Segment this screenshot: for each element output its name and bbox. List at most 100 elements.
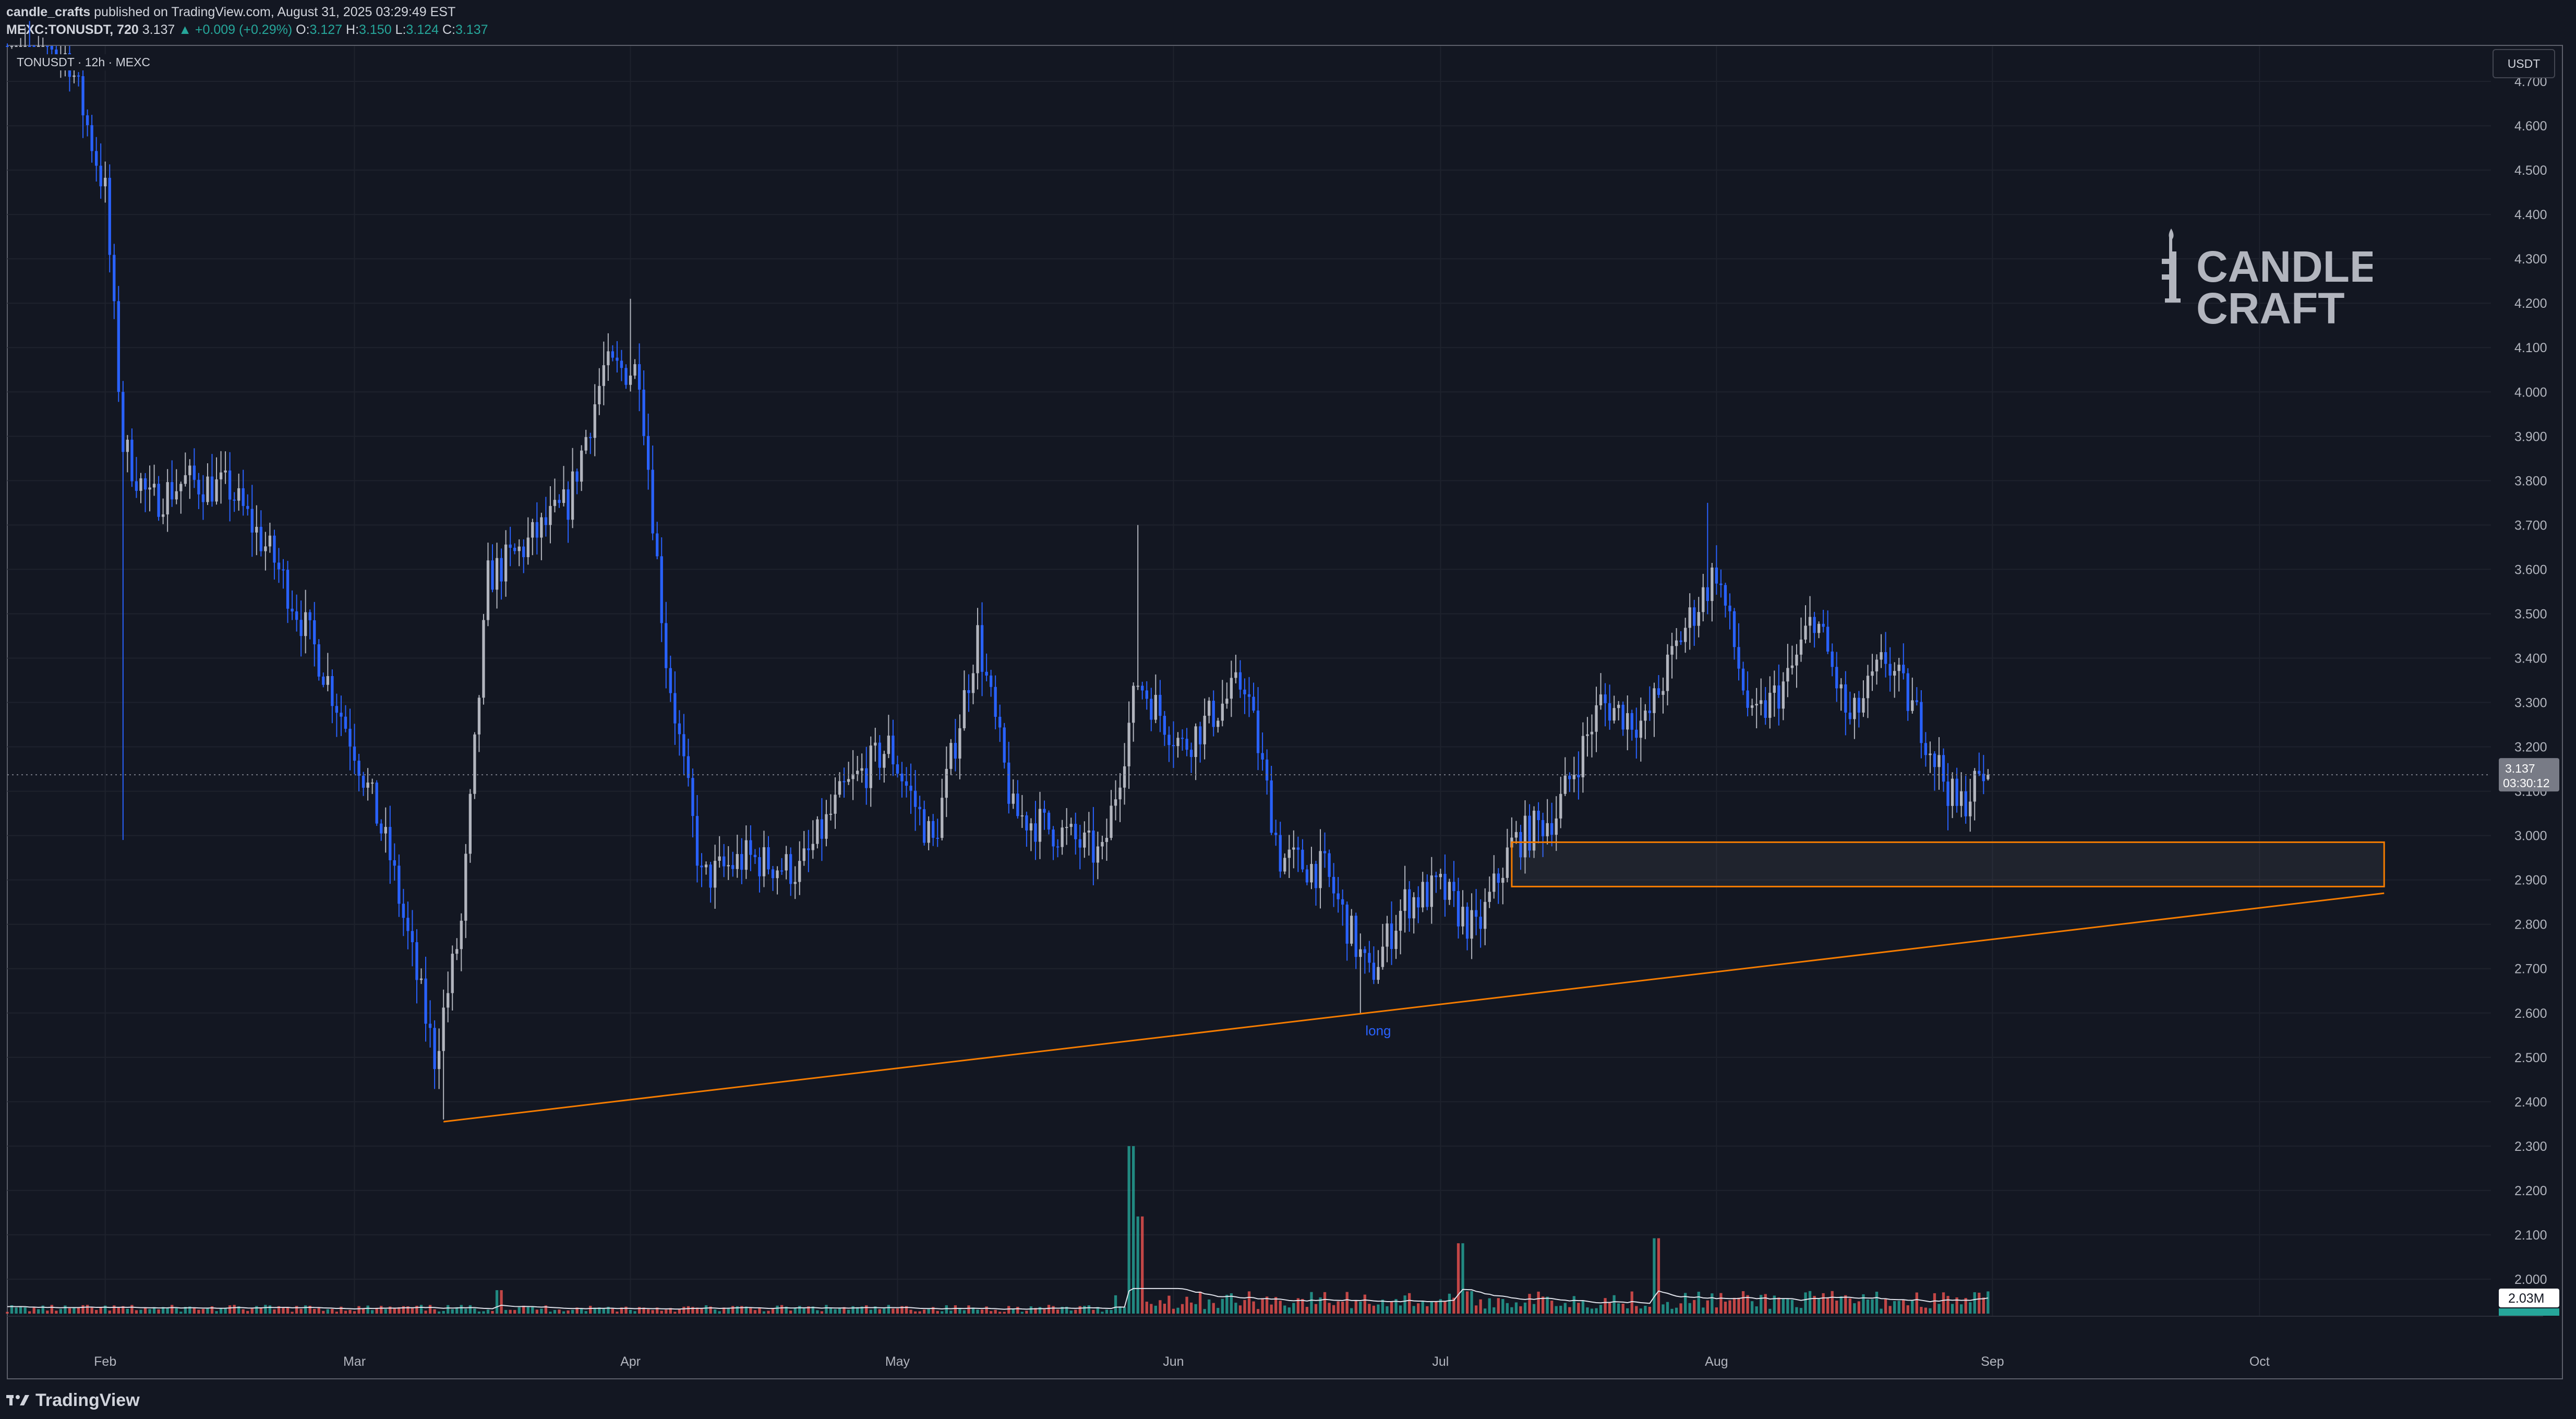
volume-bar [744,1306,748,1314]
author-name[interactable]: candle_crafts [6,5,91,19]
volume-bar [344,1310,347,1314]
candle-body [1029,823,1033,831]
candle [1020,795,1024,828]
price-tick-label: 2.500 [2514,1051,2547,1065]
candle [1296,836,1299,872]
candle [1608,684,1611,730]
candle-body [1514,832,1518,838]
candle-body [23,46,27,47]
candle [1514,821,1518,844]
candle-body [695,816,699,866]
volume-bar [1479,1299,1482,1314]
candle-body [143,478,147,490]
volume-bar [219,1308,223,1314]
candle-body [1933,753,1936,767]
candle [1230,660,1233,717]
candle-body [1417,897,1420,908]
candle [1292,830,1295,869]
candle-body [629,375,632,385]
candle [691,768,694,838]
volume-bar [255,1306,258,1314]
candle [304,590,307,654]
candle-body [1363,949,1366,953]
candle-body [1760,700,1763,704]
candle-body [455,949,459,954]
candle [1808,596,1812,643]
candle-body [575,471,579,482]
volume-bar [1857,1301,1861,1314]
candle-body [789,854,792,884]
candle-body [620,360,623,368]
candle [335,693,339,737]
candle-body [1523,815,1527,858]
candle-body [633,364,636,376]
candle-body [900,773,904,781]
candle-body [892,736,895,765]
chart-frame[interactable] [7,45,2563,1379]
candle [860,753,863,783]
candle [980,602,984,696]
candle [486,543,490,627]
volume-bar [1572,1296,1575,1314]
candle [366,768,369,801]
candle [1662,677,1665,714]
volume-bar [1848,1298,1851,1314]
candle-body [1621,704,1624,730]
currency-button[interactable]: USDT [2493,49,2555,78]
candle [1065,808,1068,845]
candle [1906,668,1909,721]
volume-bar [415,1305,418,1314]
candle-body [1804,626,1807,640]
candle-body [1888,664,1892,676]
candle [406,901,410,949]
volume-bar [6,1312,9,1314]
candle [389,805,392,884]
candle [442,989,445,1120]
candle-body [215,479,218,502]
candle [753,849,757,864]
chart-legend[interactable]: TONUSDT · 12h · MEXC [15,54,153,70]
candle-body [1497,873,1500,883]
volume-bar [673,1312,677,1314]
candle [1452,861,1455,907]
candle [1946,763,1949,831]
tradingview-brand[interactable]: TradingView [6,1388,140,1413]
candle-body [50,46,53,50]
candle [428,1000,432,1048]
volume-bar [647,1309,650,1314]
candle-body [1675,640,1678,646]
volume-bar [277,1306,281,1314]
volume-bar [1724,1302,1727,1314]
candle-body [326,676,329,685]
volume-bar [1728,1300,1731,1314]
volume-bar [402,1306,405,1314]
volume-bar [1234,1303,1237,1314]
candle-body [1274,833,1278,835]
volume-bar [860,1306,863,1314]
volume-bar [971,1307,975,1314]
candle [1092,807,1095,886]
candle-body [1399,910,1402,931]
volume-bar [135,1310,138,1314]
candle [593,384,596,456]
candle-body [117,301,120,392]
candle [1937,737,1941,790]
symbol-ohlc-line: MEXC:TONUSDT, 720 3.137 ▲ +0.009 (+0.29%… [6,21,488,39]
candle-body [700,865,703,868]
candle [1639,698,1642,762]
candle-body [1101,841,1104,847]
candle-body [1359,949,1362,957]
volume-bar [1835,1301,1838,1314]
candle [1679,631,1682,645]
candle [1101,835,1104,860]
candle-body [157,484,160,517]
candle [1853,693,1856,739]
candle-body [304,612,307,636]
candle [682,714,685,776]
volume-bar [936,1310,939,1314]
candle-body [1519,832,1522,858]
candle [967,674,970,712]
candle-body [838,781,841,795]
candle [37,35,40,47]
